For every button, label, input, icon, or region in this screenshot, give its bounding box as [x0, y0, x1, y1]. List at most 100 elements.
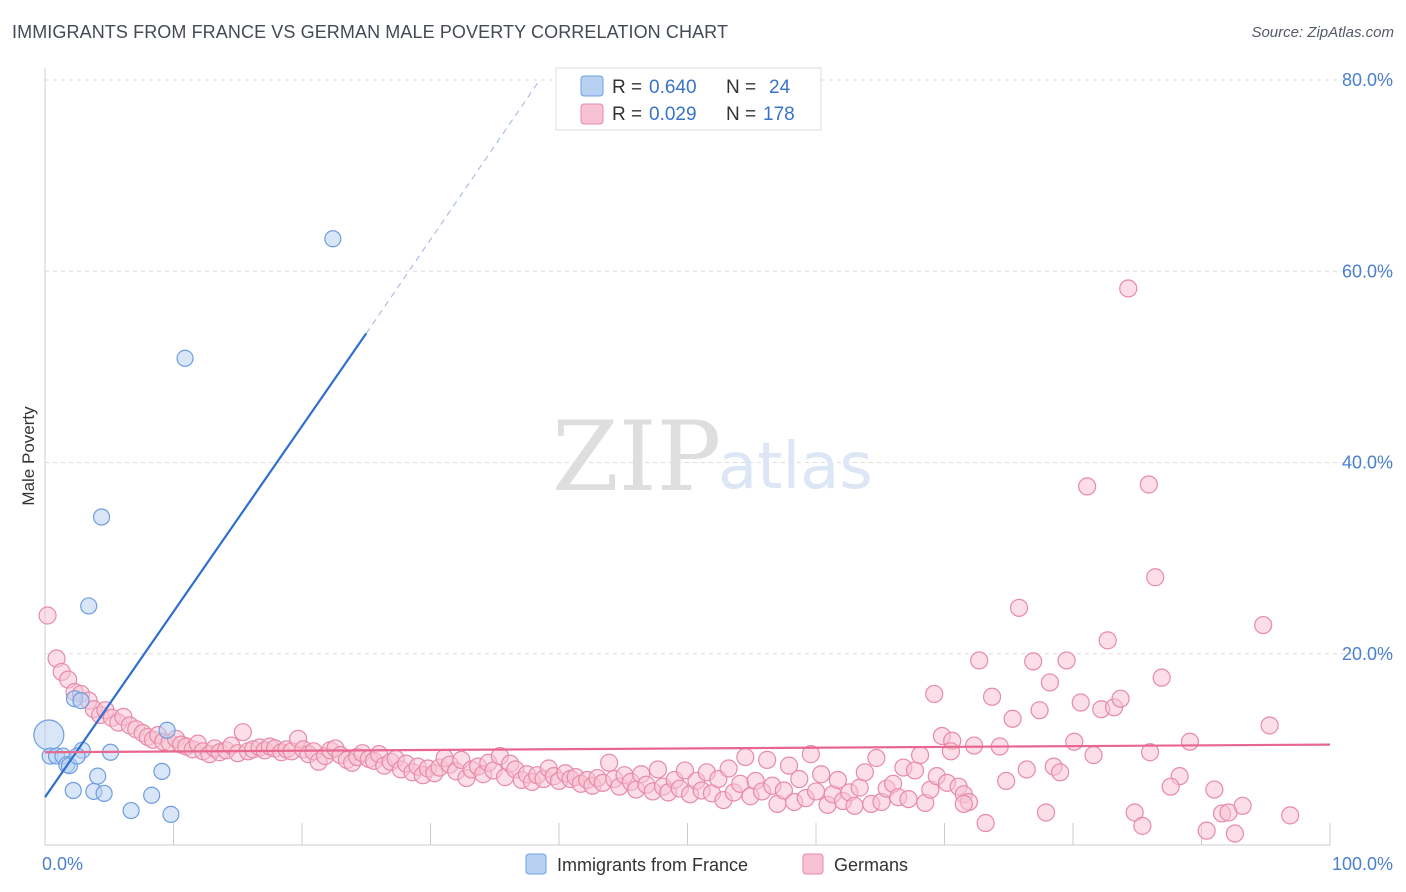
germans-point-132: [774, 781, 793, 800]
source-label: Source: ZipAtlas.com: [1251, 24, 1394, 41]
germans-point-b-29: [1205, 780, 1224, 799]
germans-point-b-27: [1146, 568, 1165, 587]
germans-point-114: [675, 761, 695, 780]
series-swatch-germans: [802, 853, 824, 875]
correlation-legend: R = 0.640 N = 24 R = 0.029 N = 178: [555, 67, 822, 131]
germans-point-b-14: [1057, 651, 1076, 670]
france-point-19: [158, 721, 176, 739]
germans-point-100: [600, 753, 619, 772]
germans-point-167: [964, 736, 984, 755]
watermark-zip: ZIP: [552, 401, 721, 513]
germans-point-b-44: [925, 684, 944, 704]
france-trend-extension: [365, 79, 541, 334]
germans-point-b-32: [1225, 824, 1245, 843]
germans-point-125: [736, 747, 755, 767]
y-axis-title: Male Poverty: [19, 406, 38, 506]
tick-labels: 20.0% 40.0% 60.0% 80.0% 0.0% 100.0%: [42, 70, 1393, 874]
france-trend-line: [44, 332, 368, 798]
germans-points: [38, 279, 1300, 843]
germans-point-145: [845, 796, 864, 815]
germans-point-b-39: [1180, 732, 1200, 751]
france-point-10: [80, 597, 98, 615]
axes: [44, 68, 1331, 846]
germans-point-b-35: [1260, 716, 1279, 735]
germans-point-b-25: [1133, 816, 1152, 835]
france-point-0: [33, 719, 65, 751]
germans-trend-line: [44, 743, 1331, 754]
france-point-22: [324, 230, 342, 248]
germans-point-b-13: [1051, 763, 1070, 782]
germans-point-b-36: [1281, 806, 1300, 825]
germans-point-b-1: [970, 651, 989, 670]
germans-point-b-15: [1065, 732, 1084, 751]
germans-point-142: [828, 770, 847, 790]
germans-point-b-6: [1003, 709, 1022, 728]
watermark: ZIP atlas: [552, 401, 873, 513]
germans-point-b-41: [1140, 743, 1160, 762]
y-tick-label-20: 20.0%: [1342, 644, 1393, 664]
germans-point-b-23: [1119, 279, 1138, 298]
series-label-france: Immigrants from France: [557, 855, 748, 875]
germans-point-135: [790, 769, 809, 789]
legend-n-value-1: 24: [769, 77, 791, 98]
germans-point-b-9: [1024, 652, 1043, 671]
germans-point-b-10: [1030, 701, 1049, 720]
france-point-6: [64, 781, 82, 800]
chart-title: IMMIGRANTS FROM FRANCE VS GERMAN MALE PO…: [12, 22, 729, 42]
germans-point-156: [905, 761, 925, 780]
germans-point-b-24: [1125, 803, 1144, 822]
germans-point-b-37: [1197, 821, 1216, 840]
y-tick-label-40: 40.0%: [1342, 453, 1393, 473]
germans-point-b-17: [1078, 477, 1097, 496]
legend-n-label-2: N =: [726, 104, 756, 125]
france-point-13: [92, 508, 111, 526]
legend-n-label-1: N =: [726, 77, 756, 98]
germans-point-b-42: [1040, 673, 1059, 692]
germans-point-109: [648, 760, 668, 779]
series-label-germans: Germans: [834, 855, 908, 875]
germans-point-b-5: [997, 771, 1016, 791]
germans-point-33: [233, 723, 252, 742]
germans-point-155: [899, 789, 918, 809]
trend-lines: [44, 79, 1331, 798]
germans-point-0: [38, 606, 57, 625]
germans-point-b-18: [1084, 746, 1103, 765]
germans-point-149: [867, 748, 886, 768]
germans-point-b-3: [982, 687, 1002, 706]
legend-r-label-2: R =: [612, 104, 642, 125]
legend-r-value-1: 0.640: [649, 77, 697, 98]
germans-point-b-16: [1071, 693, 1090, 712]
germans-point-b-40: [1161, 777, 1180, 796]
germans-point-b-2: [976, 813, 995, 833]
germans-point-b-33: [1233, 796, 1252, 815]
x-tick-label-0: 0.0%: [42, 854, 83, 874]
gridlines: [45, 79, 1392, 655]
legend-r-label-1: R =: [612, 77, 642, 98]
germans-point-b-28: [1152, 668, 1171, 687]
germans-point-b-20: [1098, 631, 1117, 650]
germans-point-122: [719, 759, 738, 778]
germans-point-b-34: [1254, 615, 1273, 635]
france-point-21: [176, 349, 194, 367]
series-swatch-france: [525, 853, 547, 875]
germans-point-133: [779, 756, 799, 775]
germans-point-139: [812, 765, 831, 784]
x-tick-label-100: 100.0%: [1332, 854, 1393, 874]
france-point-17: [143, 786, 161, 804]
germans-point-b-43: [941, 742, 961, 761]
germans-point-157: [910, 746, 930, 765]
germans-point-b-7: [1009, 598, 1029, 617]
germans-point-147: [855, 763, 874, 782]
france-point-18: [153, 762, 171, 780]
germans-point-129: [758, 750, 777, 769]
y-tick-label-80: 80.0%: [1342, 70, 1393, 90]
germans-point-b-0: [954, 794, 973, 813]
germans-point-b-8: [1017, 760, 1036, 779]
y-tick-label-60: 60.0%: [1342, 261, 1393, 281]
series-legend: Immigrants from France Germans: [525, 853, 908, 875]
france-point-8: [72, 692, 90, 710]
france-point-12: [89, 767, 107, 785]
legend-swatch-blue: [580, 75, 604, 97]
france-point-14: [95, 784, 113, 802]
